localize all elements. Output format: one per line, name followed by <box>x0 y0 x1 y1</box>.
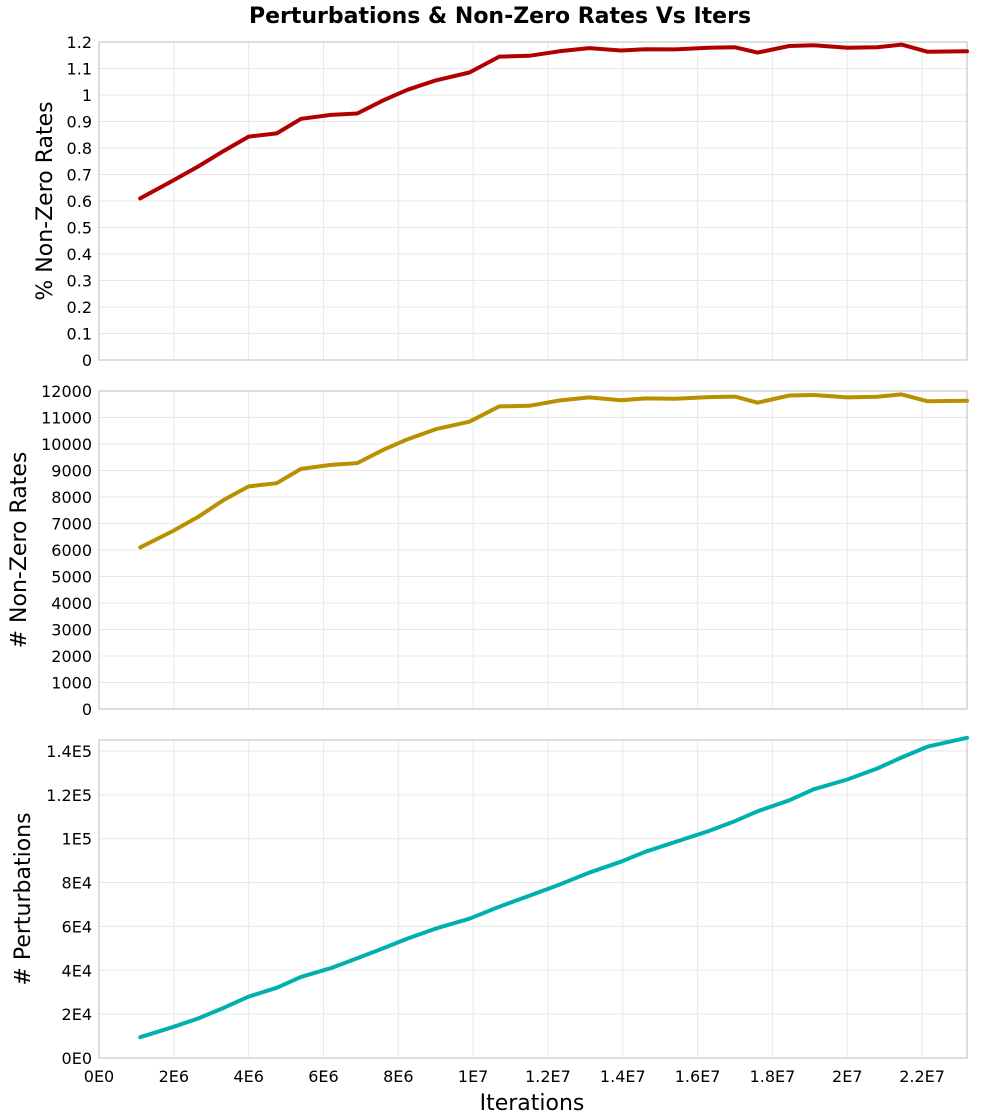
series-line-3 <box>138 735 969 1040</box>
panel-3: 0E0 2E4 4E4 6E4 8E4 1E5 1.2E5 1.4E5 # Perturbati… <box>11 735 969 1068</box>
x-tick-label: 1.6E7 <box>675 1067 721 1086</box>
panels: 0 0.1 0.2 0.3 0.4 0.5 0.6 0.7 0.8 0.9 1 1.1 1.2 % Non… <box>7 33 969 1086</box>
plot-frame <box>98 390 968 710</box>
x-tick-label: 1.4E7 <box>600 1067 646 1086</box>
y-tick-label: 0.1 <box>67 325 92 344</box>
y-tick-label: 2000 <box>51 647 92 666</box>
y-tick-label: 0.6 <box>67 192 92 211</box>
x-tick-label: 4E6 <box>233 1067 263 1086</box>
x-tick-label: 1.8E7 <box>750 1067 796 1086</box>
y-axis-label: % Non-Zero Rates <box>33 101 58 300</box>
y-tick-label: 0.5 <box>67 219 92 238</box>
panel-1: 0 0.1 0.2 0.3 0.4 0.5 0.6 0.7 0.8 0.9 1 1.1 1.2 % Non… <box>33 33 969 370</box>
y-tick-label: 1 <box>82 86 92 105</box>
y-tick-label: 0.3 <box>67 272 92 291</box>
y-tick-label: 5000 <box>51 568 92 587</box>
y-tick-label: 8000 <box>51 488 92 507</box>
x-tick-label: 1.2E7 <box>525 1067 571 1086</box>
y-tick-label: 4E4 <box>62 961 92 980</box>
x-tick-label: 6E6 <box>308 1067 338 1086</box>
y-tick-label: 8E4 <box>62 874 92 893</box>
x-tick-label: 2E6 <box>159 1067 189 1086</box>
y-axis-label: # Non-Zero Rates <box>7 452 32 649</box>
y-tick-label: 10000 <box>41 435 92 454</box>
y-tick-label: 12000 <box>41 382 92 401</box>
plot-frame <box>98 41 968 361</box>
y-tick-label: 1000 <box>51 674 92 693</box>
y-tick-label: 0.2 <box>67 298 92 317</box>
y-tick-label: 0.7 <box>67 166 92 185</box>
series-line-2 <box>138 392 969 550</box>
chart-title: Perturbations & Non-Zero Rates Vs Iters <box>249 4 751 29</box>
x-axis-label: Iterations <box>480 1091 585 1116</box>
x-tick-label: 2E7 <box>832 1067 862 1086</box>
y-tick-label: 0.8 <box>67 139 92 158</box>
y-tick-label: 0 <box>82 700 92 719</box>
y-tick-label: 1E5 <box>62 830 92 849</box>
y-tick-label: 9000 <box>51 462 92 481</box>
x-tick-label: 8E6 <box>383 1067 413 1086</box>
y-tick-label: 11000 <box>41 409 92 428</box>
y-tick-label: 6000 <box>51 541 92 560</box>
y-tick-label: 6E4 <box>62 917 92 936</box>
panel-2: 0 1000 2000 3000 4000 5000 6000 7000 8000 9000 100… <box>7 382 969 719</box>
y-tick-label: 0 <box>82 351 92 370</box>
x-tick-label: 0E0 <box>84 1067 114 1086</box>
x-tick-label: 1E7 <box>458 1067 488 1086</box>
y-tick-label: 3000 <box>51 621 92 640</box>
y-tick-label: 1.2E5 <box>46 786 92 805</box>
x-tick-label: 2.2E7 <box>899 1067 945 1086</box>
y-tick-label: 2E4 <box>62 1005 92 1024</box>
y-tick-label: 1.2 <box>67 33 92 52</box>
y-tick-label: 0E0 <box>62 1049 92 1068</box>
y-tick-label: 1.1 <box>67 60 92 79</box>
y-tick-label: 4000 <box>51 594 92 613</box>
y-tick-label: 0.4 <box>67 245 92 264</box>
y-axis-label: # Perturbations <box>11 812 36 985</box>
plot-frame <box>98 739 968 1059</box>
y-tick-label: 7000 <box>51 515 92 534</box>
series-line-1 <box>138 42 969 201</box>
y-tick-label: 0.9 <box>67 113 92 132</box>
y-tick-label: 1.4E5 <box>46 742 92 761</box>
